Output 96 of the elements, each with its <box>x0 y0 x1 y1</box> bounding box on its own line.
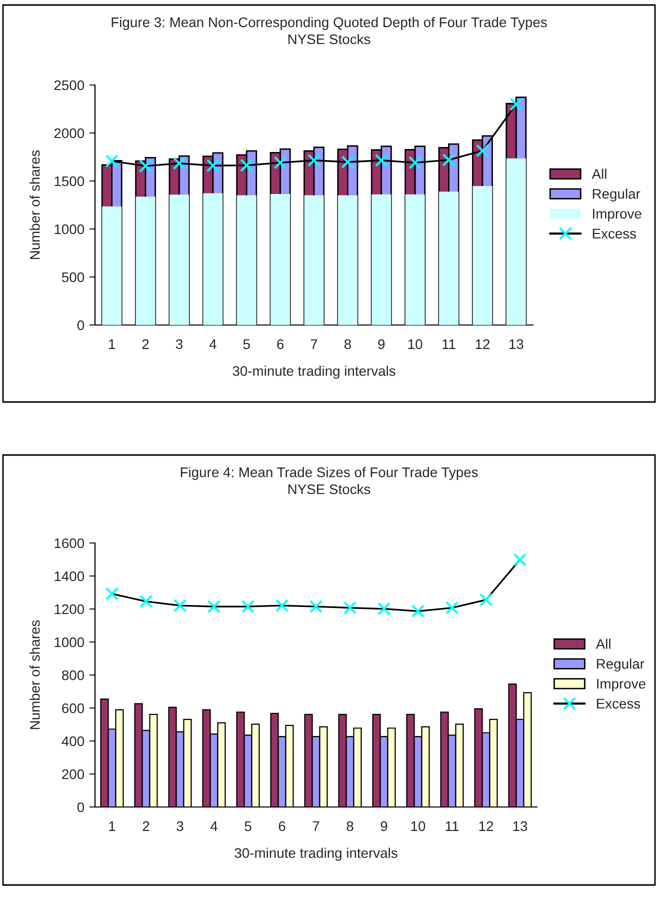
y-tick-label: 800 <box>62 670 84 680</box>
chart-title: Figure 4: Mean Trade Sizes of Four Trade Types <box>180 467 478 480</box>
point <box>377 602 391 616</box>
x-tick-label: 7 <box>310 339 318 349</box>
x-tick-label: 12 <box>476 339 490 349</box>
bar <box>405 194 425 325</box>
point <box>207 600 221 614</box>
bar <box>506 158 526 325</box>
x-tick-label: 3 <box>176 339 182 350</box>
x-tick-label: 10 <box>408 339 422 350</box>
bar <box>472 186 492 325</box>
bar <box>372 194 392 325</box>
bar <box>270 194 290 325</box>
legend-label: Excess <box>592 228 636 239</box>
y-tick-label: 1000 <box>54 224 84 234</box>
point <box>476 144 490 158</box>
bar <box>102 206 122 325</box>
y-tick-label: 1200 <box>54 604 84 614</box>
legend-label: Excess <box>596 698 640 709</box>
chart-subtitle: NYSE Stocks <box>288 484 370 494</box>
x-tick-label: 5 <box>243 339 250 350</box>
y-tick-label: 500 <box>62 272 84 282</box>
point <box>343 601 357 614</box>
x-tick-label: 4 <box>210 821 218 831</box>
y-tick-label: 0 <box>77 320 84 330</box>
point <box>411 604 425 618</box>
point <box>105 587 119 600</box>
x-tick-label: 1 <box>109 339 116 349</box>
x-tick-label: 9 <box>380 821 388 832</box>
x-axis-title: 30-minute trading intervals <box>232 366 396 379</box>
y-tick-label: 200 <box>62 769 84 780</box>
x-tick-label: 6 <box>277 339 284 350</box>
y-tick-label: 1400 <box>54 571 84 582</box>
x-tick-label: 2 <box>142 821 150 831</box>
x-tick-label: 2 <box>142 339 149 349</box>
point <box>479 593 493 606</box>
point <box>513 553 527 566</box>
point <box>138 159 152 173</box>
point <box>275 598 289 612</box>
x-tick-label: 1 <box>109 821 116 831</box>
point <box>510 98 523 111</box>
x-tick-label: 8 <box>344 339 351 350</box>
point <box>274 156 287 170</box>
point <box>206 159 220 172</box>
x-tick-label: 8 <box>346 821 354 832</box>
point <box>173 598 187 612</box>
y-tick-label: 1600 <box>54 538 84 548</box>
x-tick-label: 11 <box>442 339 456 349</box>
x-tick-label: 10 <box>411 821 426 832</box>
chart-subtitle: NYSE Stocks <box>288 34 370 44</box>
point <box>241 600 255 614</box>
legend-label: Improve <box>597 678 646 692</box>
point <box>139 594 153 608</box>
x-axis-title: 30-minute trading intervals <box>234 848 398 861</box>
bar <box>203 193 223 325</box>
x-tick-label: 6 <box>278 821 286 832</box>
legend-label: All <box>592 168 606 179</box>
x-tick-label: 13 <box>513 821 528 832</box>
y-tick-label: 2500 <box>54 80 84 90</box>
bar <box>236 195 256 325</box>
y-tick-label: 400 <box>62 736 84 746</box>
bar <box>169 194 189 325</box>
y-tick-label: 600 <box>62 703 84 714</box>
x-tick-label: 13 <box>509 339 524 350</box>
y-axis-title: Number of shares <box>30 150 40 260</box>
legend-label: All <box>596 638 610 649</box>
point <box>172 156 186 170</box>
x-tick-label: 3 <box>176 821 184 832</box>
point <box>445 601 459 614</box>
legend-label: Improve <box>593 208 642 222</box>
legend-label: Regular <box>596 658 644 672</box>
bar <box>338 195 358 325</box>
point <box>240 158 254 172</box>
legend-label: Regular <box>592 188 640 202</box>
x-tick-label: 7 <box>312 821 320 831</box>
y-tick-label: 0 <box>77 802 84 812</box>
point <box>341 155 354 169</box>
point <box>408 156 422 170</box>
x-tick-label: 5 <box>244 821 252 832</box>
x-tick-label: 9 <box>378 339 385 350</box>
x-tick-label: 11 <box>446 821 459 831</box>
x-tick-label: 4 <box>209 339 216 349</box>
bar <box>136 196 156 325</box>
chart-title: Figure 3: Mean Non-Corresponding Quoted Depth of Four Trade Types <box>112 17 547 30</box>
point <box>309 600 323 614</box>
x-tick-label: 12 <box>479 821 494 831</box>
bar <box>439 192 459 325</box>
point <box>307 154 321 167</box>
y-tick-label: 2000 <box>54 128 84 138</box>
bar <box>304 195 324 325</box>
y-tick-label: 1500 <box>54 176 84 186</box>
y-tick-label: 1000 <box>54 637 84 648</box>
y-axis-title: Number of shares <box>30 620 40 730</box>
point <box>374 154 388 167</box>
point <box>442 153 456 167</box>
point <box>105 154 118 168</box>
